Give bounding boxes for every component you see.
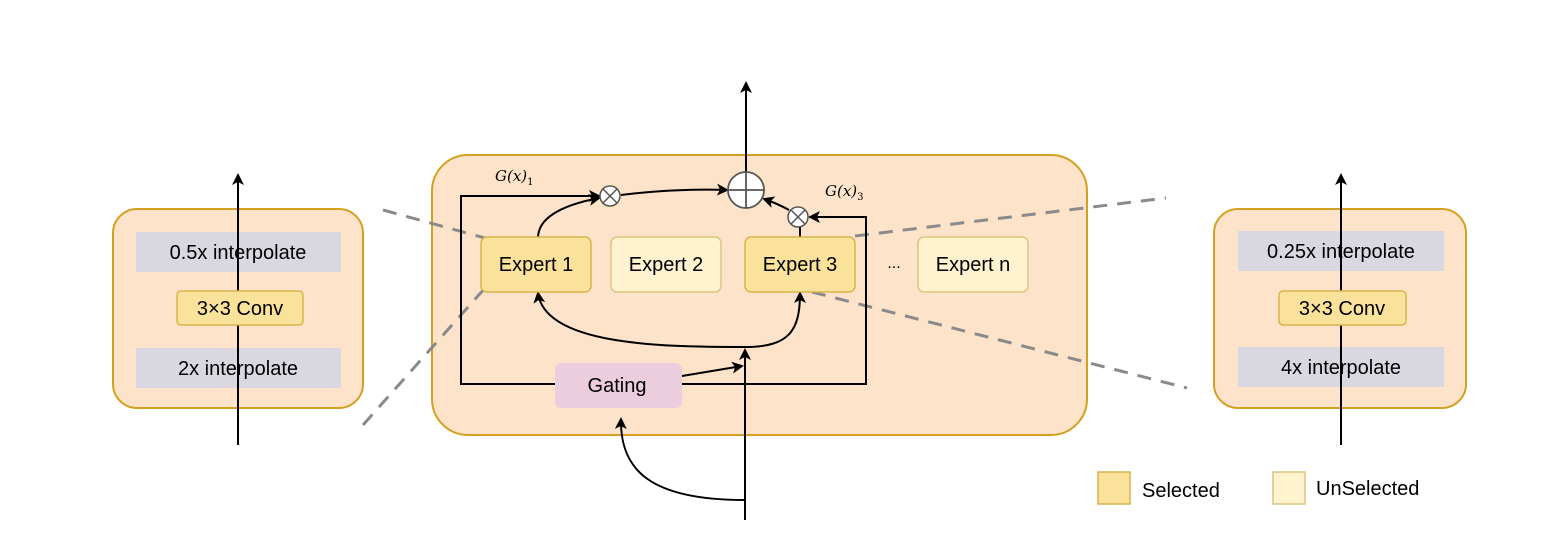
expert-n-label: Expert n xyxy=(936,254,1010,276)
left-bottom-interp-label: 2x interpolate xyxy=(178,358,298,380)
right-top-interp-label: 0.25x interpolate xyxy=(1267,241,1415,263)
route-g1-to-mult1 xyxy=(460,190,603,385)
sum-icon xyxy=(727,171,765,209)
legend-unselected-swatch xyxy=(1272,471,1306,505)
expert-2-box xyxy=(610,236,722,293)
input-to-expert3 xyxy=(744,291,806,348)
multiply-icon-1 xyxy=(599,185,621,207)
left-conv-label: 3×3 Conv xyxy=(197,298,283,320)
route-g3-to-mult3 xyxy=(680,211,867,385)
gating-label: Gating xyxy=(588,375,647,397)
multiply-icon-3 xyxy=(787,206,809,228)
expert-3-box xyxy=(744,236,856,293)
zoom-dashed-lines xyxy=(361,196,1188,426)
dash-right-lower xyxy=(811,290,1188,390)
legend-selected-swatch xyxy=(1097,471,1131,505)
right-bottom-interp-label: 4x interpolate xyxy=(1281,357,1401,379)
expert-1-box xyxy=(480,236,592,293)
g3-label: G(x)3 xyxy=(825,182,864,203)
expert1-to-mult1 xyxy=(537,194,601,239)
left-conv-box xyxy=(176,290,304,326)
routing-lines xyxy=(460,81,867,520)
right-conv-box xyxy=(1278,290,1407,326)
expert-ellipsis: ... xyxy=(887,255,900,272)
mult1-to-sum xyxy=(620,183,729,196)
gating-box xyxy=(555,363,682,408)
dash-left-upper xyxy=(382,208,486,240)
input-to-expert1 xyxy=(533,291,746,348)
legend-unselected-label: UnSelected xyxy=(1316,478,1419,500)
dash-left-lower xyxy=(361,287,487,426)
expert-1-label: Expert 1 xyxy=(499,254,573,276)
dash-right-upper xyxy=(854,196,1167,238)
mult3-to-sum xyxy=(762,196,790,211)
legend-selected-label: Selected xyxy=(1142,480,1220,502)
g1-label: G(x)1 xyxy=(495,167,534,188)
experts-row: Expert 1 Expert 2 Expert 3 ... Expert n xyxy=(480,236,1029,293)
expert-n-box xyxy=(917,236,1029,293)
input-to-gating xyxy=(614,417,746,501)
gating-to-center xyxy=(681,361,744,377)
right-conv-label: 3×3 Conv xyxy=(1299,298,1385,320)
expert-3-label: Expert 3 xyxy=(763,254,837,276)
left-expert-detail: 0.5x interpolate 3×3 Conv 2x interpolate xyxy=(112,173,364,445)
legend: Selected UnSelected xyxy=(1097,471,1419,505)
expert-2-label: Expert 2 xyxy=(629,254,703,276)
left-top-interp-label: 0.5x interpolate xyxy=(170,242,307,264)
right-expert-detail: 0.25x interpolate 3×3 Conv 4x interpolat… xyxy=(1213,173,1467,445)
